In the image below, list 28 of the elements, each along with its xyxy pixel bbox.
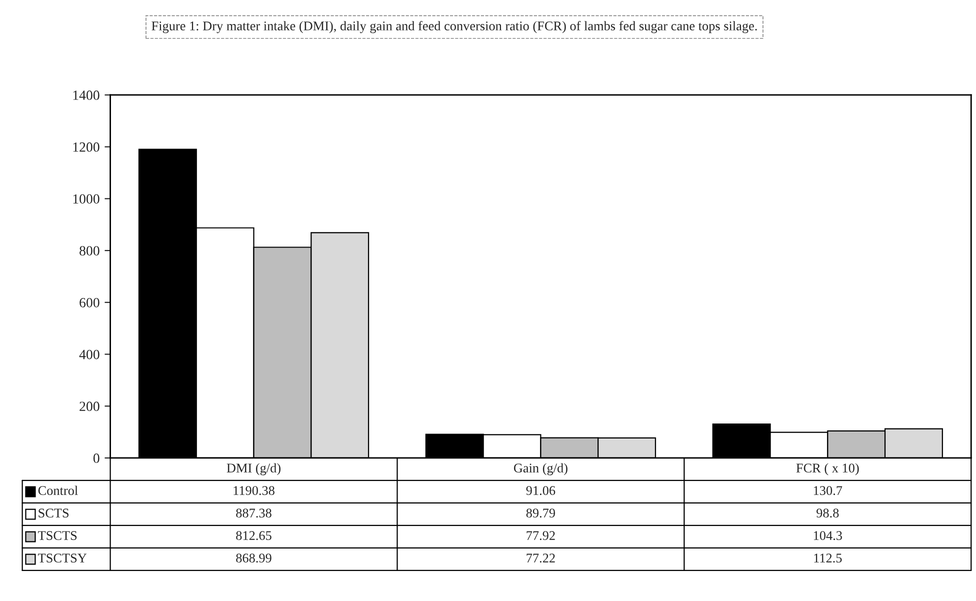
data-label: 104.3 <box>814 531 842 540</box>
data-label: 91.06 <box>526 486 556 496</box>
y-tick-label: 1200 <box>73 142 100 152</box>
x-tick-label: DMI (g/d) <box>226 463 280 476</box>
data-label: 130.7 <box>814 486 842 496</box>
legend-label: TSCTSY <box>38 554 87 563</box>
data-label: 887.38 <box>236 508 272 518</box>
chart-title: Figure 1: Dry matter intake (DMI), daily gain and feed conversion ratio (FCR) of lambs fed sugar cane tops silage. <box>152 20 757 34</box>
data-label: 77.92 <box>526 531 555 540</box>
x-tick-label: Gain (g/d) <box>514 463 568 476</box>
y-tick-label: 1400 <box>73 90 100 100</box>
y-tick-label: 600 <box>80 298 100 308</box>
data-label: 89.79 <box>526 508 556 518</box>
data-label: 112.5 <box>814 554 842 563</box>
data-label: 1190.38 <box>234 486 274 496</box>
legend-label: SCTS <box>38 508 69 518</box>
y-tick-label: 1000 <box>73 194 100 204</box>
y-tick-label: 800 <box>80 246 100 256</box>
data-label: 812.65 <box>236 531 272 540</box>
data-label: 98.8 <box>816 508 839 518</box>
data-label: 77.22 <box>526 554 555 563</box>
x-tick-label: FCR ( x 10) <box>796 463 859 476</box>
legend-label: Control <box>38 486 78 496</box>
y-tick-label: 400 <box>79 350 100 360</box>
y-tick-label: 0 <box>93 454 100 463</box>
data-label: 868.99 <box>236 554 272 563</box>
y-tick-label: 200 <box>80 402 100 412</box>
legend-label: TSCTS <box>38 531 77 540</box>
